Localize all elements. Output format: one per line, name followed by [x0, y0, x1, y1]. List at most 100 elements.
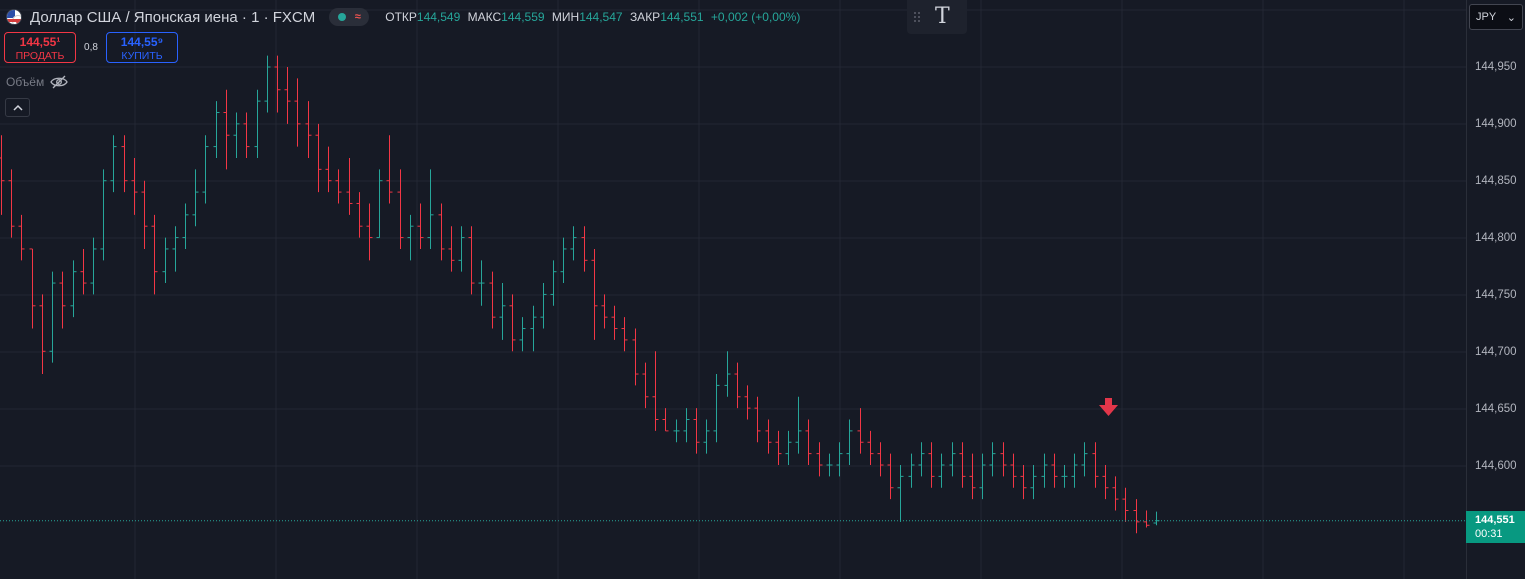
- floating-toolbar: T: [907, 0, 967, 34]
- ohlc-bar: [1112, 476, 1119, 511]
- ohlc-bar: [621, 317, 628, 352]
- ohlc-bar: [1102, 465, 1109, 500]
- collapse-legend-button[interactable]: [5, 98, 30, 117]
- ohlc-bar: [662, 408, 669, 432]
- ohlc-bar: [151, 214, 158, 295]
- ohlc-bar: [540, 283, 547, 329]
- ohlc-bar: [601, 294, 608, 329]
- price-axis-label: 144,950: [1475, 61, 1517, 73]
- ohlc-bar: [591, 248, 598, 340]
- ohlc-bar: [1000, 442, 1007, 477]
- last-price-tag: 144,551 00:31: [1466, 511, 1525, 543]
- sell-button[interactable]: 144,55¹ ПРОДАТЬ: [4, 32, 76, 63]
- high-label: МАКС: [467, 10, 502, 24]
- ohlc-bar: [427, 169, 434, 249]
- ohlc-bar: [121, 135, 128, 193]
- ohlc-bar: [918, 442, 925, 477]
- ohlc-bar: [131, 157, 138, 215]
- ohlc-bar: [1051, 453, 1058, 488]
- ohlc-bar: [1010, 453, 1017, 488]
- ohlc-bar: [213, 101, 220, 158]
- trade-panel: 144,55¹ ПРОДАТЬ 0,8 144,55⁹ КУПИТЬ: [4, 32, 178, 63]
- ohlc-bar: [1081, 442, 1088, 477]
- ohlc-bar: [192, 169, 199, 227]
- ohlc-bar: [989, 442, 996, 477]
- ohlc-bar: [29, 248, 36, 329]
- ohlc-bar: [550, 260, 557, 306]
- ohlc-bar: [356, 192, 363, 238]
- ohlc-bar: [560, 237, 567, 284]
- ohlc-bar: [1020, 465, 1027, 500]
- open-label: ОТКР: [385, 10, 417, 24]
- ohlc-bar: [407, 214, 414, 261]
- ohlc-bar: [693, 408, 700, 454]
- ohlc-bar: [673, 419, 680, 443]
- ohlc-bar: [724, 351, 731, 397]
- change-value: +0,002 (+0,00%): [710, 10, 801, 24]
- ohlc-bar: [305, 101, 312, 158]
- ohlc-bar: [70, 260, 77, 318]
- ohlc-bar: [284, 67, 291, 124]
- open-value: 144,549: [416, 10, 461, 24]
- ohlc-bar: [887, 453, 894, 500]
- ohlc-bar: [448, 226, 455, 272]
- ohlc-bar: [775, 430, 782, 465]
- usd-jpy-flag-icon: [6, 9, 22, 25]
- chevron-down-icon: ⌄: [1506, 11, 1516, 24]
- chevron-up-icon: [12, 104, 23, 111]
- text-tool-icon[interactable]: T: [935, 4, 950, 29]
- sell-price: 144,55¹: [19, 35, 61, 49]
- ohlc-bar: [703, 419, 710, 454]
- ohlc-bar: [867, 430, 874, 465]
- ohlc-bar: [0, 135, 5, 215]
- ohlc-bar: [202, 135, 209, 204]
- ohlc-bar: [979, 453, 986, 500]
- symbol-title[interactable]: Доллар США / Японская иена · 1 · FXCM: [30, 8, 316, 26]
- ohlc-bars: [0, 55, 1160, 534]
- currency-value: JPY: [1476, 11, 1497, 23]
- ohlc-bar: [877, 442, 884, 477]
- buy-price: 144,55⁹: [120, 35, 164, 49]
- ohlc-bar: [110, 135, 117, 193]
- eye-off-icon[interactable]: [50, 75, 68, 89]
- ohlc-bar: [233, 112, 240, 158]
- volume-indicator[interactable]: Объём: [6, 75, 68, 89]
- ohlc-bar: [335, 169, 342, 204]
- volume-label: Объём: [6, 75, 45, 89]
- ohlc-bar: [397, 169, 404, 249]
- ohlc-bar: [897, 465, 904, 522]
- close-value: 144,551: [660, 10, 704, 24]
- ohlc-bar: [325, 146, 332, 193]
- ohlc-bar: [836, 442, 843, 477]
- ohlc-bar: [1143, 510, 1150, 528]
- ohlc-bar: [315, 123, 322, 193]
- ohlc-bar: [499, 283, 506, 340]
- ohlc-bar: [857, 408, 864, 454]
- bar-countdown: 00:31: [1475, 528, 1503, 540]
- ohlc-bar: [1133, 499, 1140, 534]
- ohlc-bar: [243, 112, 250, 158]
- ohlc-bar: [744, 385, 751, 420]
- ohlc-bar: [438, 203, 445, 261]
- price-axis-label: 144,850: [1475, 175, 1517, 187]
- price-axis-label: 144,600: [1475, 460, 1517, 472]
- ohlc-bar: [172, 226, 179, 272]
- ohlc-bar: [162, 237, 169, 284]
- drag-handle-icon[interactable]: [907, 11, 927, 23]
- price-axis-label: 144,750: [1475, 289, 1517, 301]
- last-price-value: 144,551: [1475, 514, 1515, 526]
- ohlc-bar: [959, 442, 966, 488]
- ohlc-values: ОТКР144,549 МАКС144,559 МИН144,547 ЗАКР1…: [385, 10, 804, 24]
- market-open-icon: [337, 13, 346, 21]
- currency-select[interactable]: JPY ⌄: [1469, 4, 1523, 30]
- ohlc-bar: [478, 260, 485, 306]
- low-value: 144,547: [579, 10, 623, 24]
- chart-grid: [0, 0, 1467, 579]
- buy-button[interactable]: 144,55⁹ КУПИТЬ: [106, 32, 178, 63]
- ohlc-bar: [264, 55, 271, 113]
- ohlc-bar: [642, 362, 649, 409]
- symbol-legend: Доллар США / Японская иена · 1 · FXCM ≈ …: [6, 7, 804, 27]
- ohlc-bar: [8, 169, 15, 238]
- market-status[interactable]: ≈: [329, 8, 370, 26]
